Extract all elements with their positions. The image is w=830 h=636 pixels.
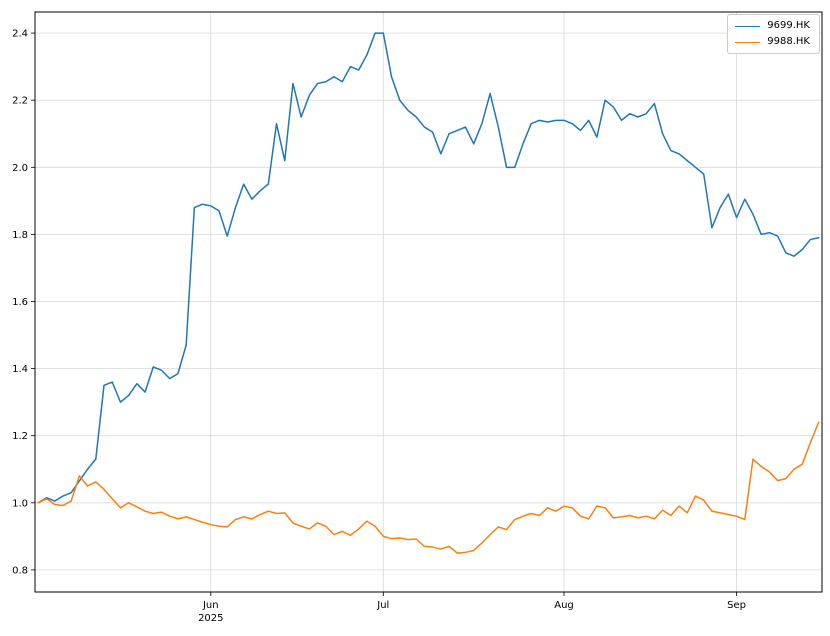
y-tick-label: 1.2 (12, 431, 28, 442)
x-tick-label: Jul (376, 600, 389, 611)
y-tick-label: 0.8 (12, 565, 28, 576)
x-tick-year-label: 2025 (198, 613, 223, 624)
y-tick-label: 1.8 (12, 230, 28, 241)
y-tick-label: 1.6 (12, 297, 28, 308)
legend-label-9988hk: 9988.HK (767, 36, 810, 47)
y-tick-label: 2.4 (12, 29, 28, 40)
y-tick-label: 2.2 (12, 96, 28, 107)
y-tick-label: 1.4 (12, 364, 28, 375)
x-tick-label: Aug (554, 600, 574, 611)
legend: 9699.HK 9988.HK (727, 14, 820, 54)
y-tick-label: 2.0 (12, 163, 28, 174)
legend-item-9699hk: 9699.HK (735, 20, 810, 32)
axes-border (34, 11, 823, 593)
x-tick-label: Jun (202, 600, 219, 611)
legend-line-sample-9699hk (735, 25, 761, 27)
series-line-9988hk (37, 421, 820, 554)
y-tick-label: 1.0 (12, 498, 28, 509)
legend-line-sample-9988hk (735, 41, 761, 43)
legend-label-9699hk: 9699.HK (767, 20, 810, 31)
series-line-9699hk (37, 32, 820, 504)
x-tick-label: Sep (727, 600, 746, 611)
legend-item-9988hk: 9988.HK (735, 36, 810, 48)
